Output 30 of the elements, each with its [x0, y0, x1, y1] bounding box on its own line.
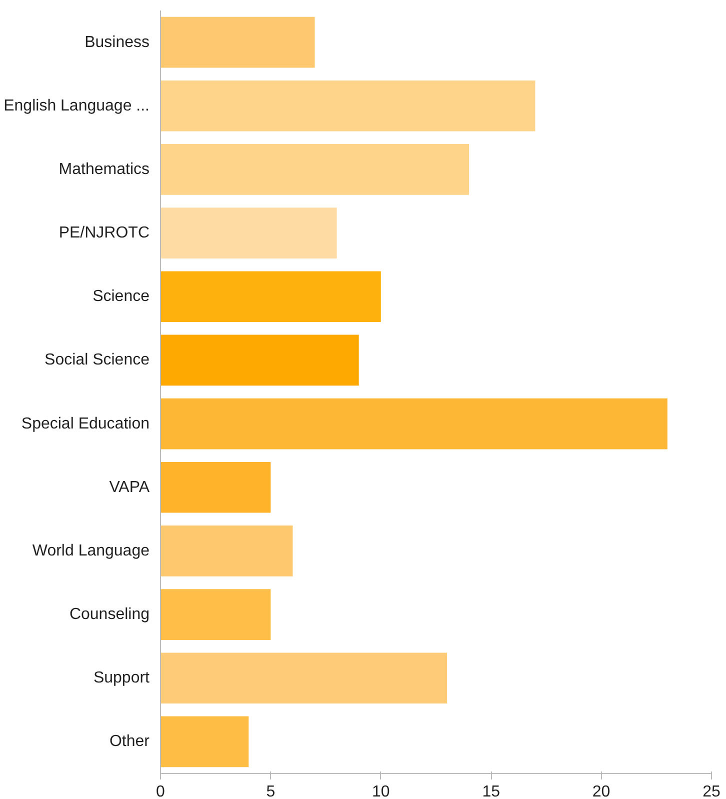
y-tick-label: VAPA	[109, 478, 150, 496]
y-tick-label: PE/NJROTC	[58, 224, 150, 242]
bar	[160, 80, 536, 132]
bar	[160, 16, 315, 68]
bar	[160, 334, 359, 386]
x-tick-label: 15	[482, 784, 500, 799]
y-tick-label: Mathematics	[58, 160, 150, 178]
bar	[160, 398, 668, 450]
y-tick-label: Support	[93, 670, 150, 687]
y-tick-label: World Language	[32, 542, 150, 560]
y-tick-label: Science	[92, 288, 150, 306]
y-tick-label: Business	[84, 34, 150, 51]
bar	[160, 271, 381, 322]
y-tick-label: English Language ...	[4, 97, 150, 114]
bar	[160, 144, 470, 195]
x-tick-label: 5	[266, 784, 276, 799]
bar	[160, 526, 293, 576]
bar	[160, 652, 448, 704]
x-tick-label: 10	[372, 784, 390, 799]
bar	[160, 462, 271, 513]
y-tick-label: Social Science	[44, 352, 150, 369]
x-tick-label: 25	[702, 784, 720, 799]
y-tick-label: Other	[109, 733, 150, 750]
bar	[160, 589, 271, 640]
x-tick-label: 0	[156, 784, 166, 799]
y-tick-label: Special Education	[21, 415, 150, 432]
y-tick-label: Counseling	[69, 606, 150, 624]
x-tick-label: 20	[592, 784, 610, 799]
bar	[160, 716, 249, 768]
bar	[160, 208, 337, 258]
